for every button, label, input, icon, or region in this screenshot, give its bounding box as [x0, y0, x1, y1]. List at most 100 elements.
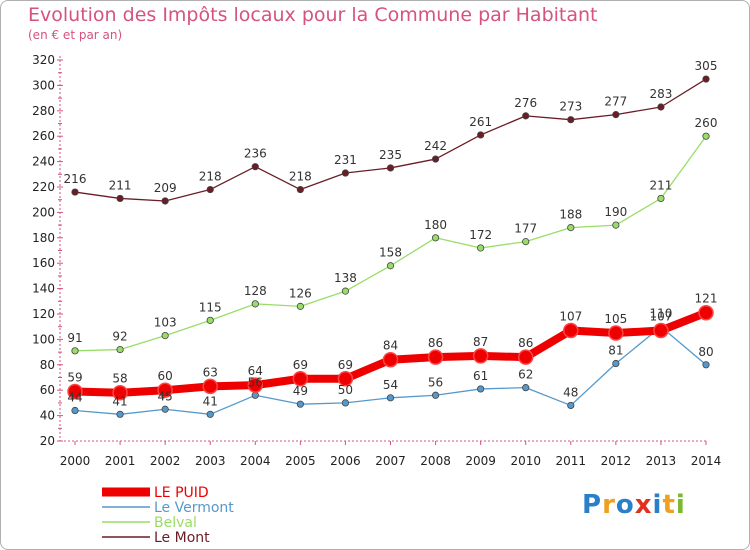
x-tick-label: 2010 — [510, 454, 541, 468]
data-label-le-puid: 58 — [112, 372, 127, 386]
y-tick-label: 60 — [40, 383, 55, 397]
data-point-le-mont — [71, 188, 79, 196]
data-point-belval — [431, 234, 440, 242]
data-point-le-puid — [563, 322, 579, 339]
y-tick-label: 320 — [32, 53, 55, 67]
data-point-le-mont — [522, 112, 530, 120]
x-tick-label: 2009 — [465, 454, 496, 468]
x-tick-label: 2003 — [195, 454, 226, 468]
data-label-le-mont: 218 — [289, 170, 312, 184]
data-point-le-vermont — [522, 384, 530, 392]
data-point-belval — [116, 345, 124, 354]
data-label-le-puid: 60 — [158, 369, 173, 383]
data-point-le-vermont — [116, 410, 124, 418]
data-label-belval: 92 — [112, 330, 127, 344]
x-tick-label: 2001 — [105, 454, 136, 468]
proxiti-logo: Proxiti — [582, 490, 686, 520]
data-point-le-mont — [296, 185, 304, 194]
data-label-belval: 260 — [695, 116, 718, 130]
data-label-belval: 211 — [649, 178, 672, 192]
data-point-belval — [522, 238, 530, 246]
data-point-le-puid — [382, 351, 399, 368]
data-point-le-vermont — [386, 394, 395, 402]
data-point-le-puid — [202, 378, 218, 395]
data-label-le-vermont: 44 — [67, 391, 82, 405]
y-tick-label: 260 — [32, 129, 55, 143]
y-tick-label: 180 — [32, 231, 55, 245]
data-point-le-vermont — [341, 399, 350, 407]
data-label-le-puid: 84 — [383, 339, 398, 353]
x-tick-label: 2006 — [330, 454, 361, 468]
data-label-belval: 190 — [604, 205, 627, 219]
data-labels-layer: 216 211 209 218 236 218 231 235 242 261 276 273 277 2… — [64, 59, 718, 408]
data-label-le-mont: 273 — [559, 100, 582, 114]
data-point-le-mont — [612, 111, 620, 119]
data-point-belval — [567, 224, 575, 232]
data-label-le-puid: 63 — [203, 365, 218, 379]
data-point-belval — [251, 300, 259, 308]
logo-letter: i — [675, 490, 686, 520]
data-label-le-puid: 86 — [518, 336, 533, 350]
data-label-le-puid: 105 — [604, 312, 627, 326]
data-label-le-puid: 64 — [248, 364, 263, 378]
data-point-le-vermont — [431, 391, 440, 399]
y-tick-label: 120 — [32, 307, 55, 321]
x-tick-label: 2008 — [420, 454, 451, 468]
data-point-le-mont — [341, 169, 350, 177]
y-tick-label: 220 — [32, 180, 55, 194]
data-point-le-puid — [427, 349, 444, 365]
data-point-belval — [612, 221, 620, 229]
data-point-le-vermont — [702, 361, 710, 369]
y-tick-label: 280 — [32, 104, 55, 118]
x-tick-label: 2012 — [601, 454, 632, 468]
data-label-le-vermont: 56 — [248, 375, 263, 389]
data-label-le-vermont: 110 — [649, 307, 672, 321]
data-label-belval: 126 — [289, 286, 312, 300]
data-label-belval: 128 — [244, 284, 267, 298]
data-point-le-mont — [251, 163, 259, 171]
data-point-le-mont — [477, 131, 485, 139]
y-tick-label: 200 — [32, 205, 55, 219]
data-label-le-vermont: 45 — [158, 389, 173, 403]
y-tick-label: 40 — [40, 409, 55, 423]
data-point-belval — [386, 262, 395, 270]
data-label-le-mont: 276 — [514, 96, 537, 110]
series-layer — [67, 75, 714, 418]
data-point-le-mont — [116, 194, 124, 203]
legend-label: Belval — [154, 515, 197, 531]
chart-subtitle: (en € et par an) — [28, 28, 123, 42]
y-tick-label: 300 — [32, 78, 55, 92]
data-point-le-mont — [702, 75, 710, 83]
data-label-le-vermont: 41 — [203, 394, 218, 408]
x-tick-label: 2005 — [285, 454, 316, 468]
data-label-le-vermont: 54 — [383, 378, 398, 392]
data-label-le-mont: 209 — [154, 181, 177, 195]
data-label-le-puid: 107 — [559, 310, 582, 324]
data-label-le-vermont: 48 — [563, 385, 578, 399]
data-label-le-mont: 283 — [649, 87, 672, 101]
data-point-le-puid — [517, 349, 534, 365]
logo-letter: o — [615, 490, 635, 520]
data-label-le-mont: 242 — [424, 139, 447, 153]
data-point-le-vermont — [161, 405, 169, 413]
data-point-le-puid — [67, 383, 83, 400]
data-label-belval: 188 — [559, 208, 582, 222]
axes: 20 40 60 80 100 120 140 160 180 200 220 240 260 280 30… — [32, 53, 721, 468]
data-label-belval: 91 — [67, 331, 82, 345]
data-point-le-mont — [567, 116, 575, 124]
data-point-le-mont — [431, 155, 440, 163]
legend-label: Le Mont — [154, 530, 210, 546]
legend-label: LE PUID — [154, 485, 209, 501]
data-label-le-vermont: 61 — [473, 369, 488, 383]
data-label-le-vermont: 41 — [112, 394, 127, 408]
data-point-le-puid — [608, 325, 624, 341]
data-label-le-vermont: 62 — [518, 368, 533, 382]
legend-label: Le Vermont — [154, 500, 234, 516]
x-tick-label: 2002 — [150, 454, 181, 468]
logo-letter: P — [582, 490, 603, 520]
data-point-belval — [477, 244, 485, 252]
data-point-le-mont — [386, 164, 395, 172]
data-label-le-puid: 69 — [338, 358, 353, 372]
data-point-le-mont — [161, 197, 169, 205]
